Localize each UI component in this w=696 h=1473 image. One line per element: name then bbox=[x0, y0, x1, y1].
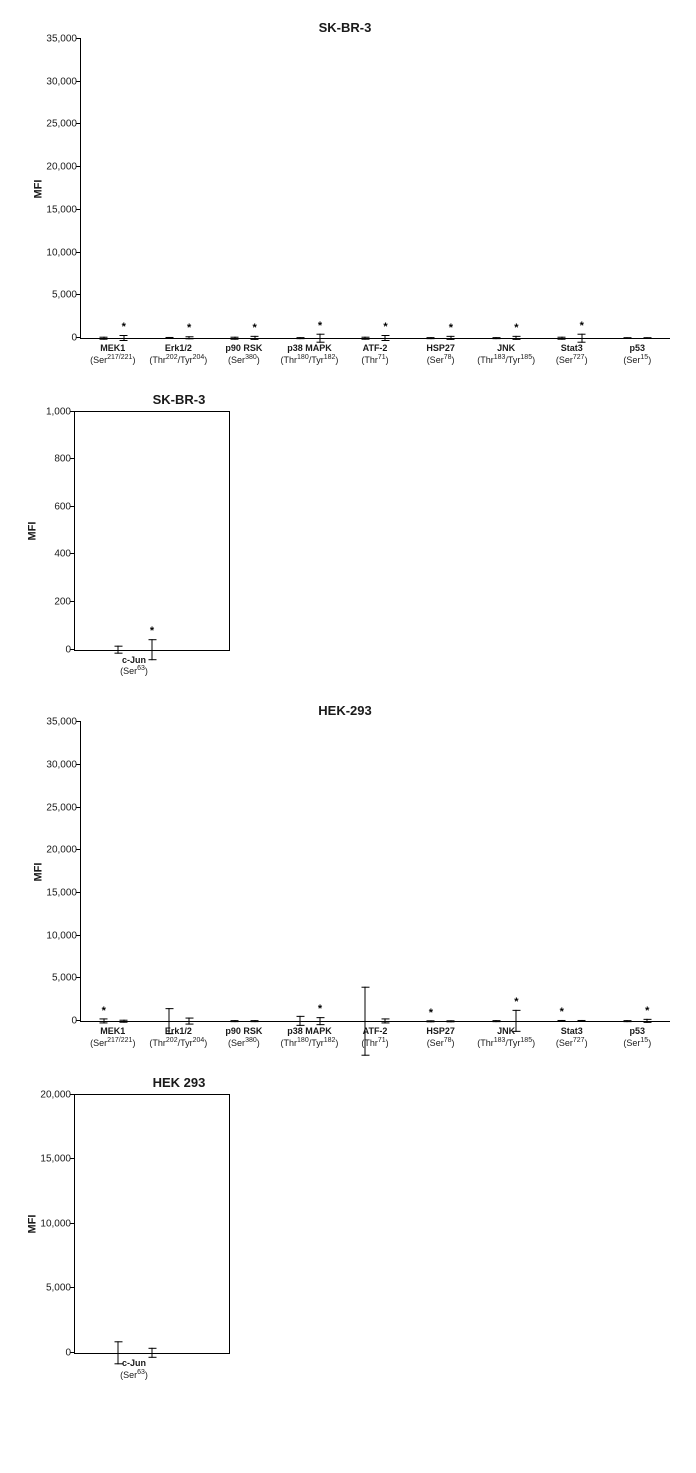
plot-area: MFI05,00010,00015,00020,000 bbox=[74, 1094, 230, 1354]
y-tick-label: 10,000 bbox=[46, 930, 77, 941]
x-tick-label: ATF-2(Thr71) bbox=[342, 1026, 408, 1049]
x-tick-label: MEK1(Ser217/221) bbox=[80, 1026, 146, 1049]
significance-star-icon: * bbox=[514, 322, 518, 334]
x-tick-label: Stat3(Ser727) bbox=[539, 343, 605, 366]
y-tick-label: 0 bbox=[71, 1016, 77, 1027]
significance-star-icon: * bbox=[580, 320, 584, 332]
y-axis-label: MFI bbox=[32, 179, 44, 198]
significance-star-icon: * bbox=[252, 322, 256, 334]
chart-skbr3_main: SK-BR-3MFI05,00010,00015,00020,00025,000… bbox=[20, 20, 676, 366]
y-axis-label: MFI bbox=[26, 521, 38, 540]
y-tick-label: 400 bbox=[54, 549, 71, 560]
y-tick-label: 15,000 bbox=[46, 204, 77, 215]
chart-title: HEK 293 bbox=[74, 1075, 284, 1090]
significance-star-icon: * bbox=[122, 321, 126, 333]
y-tick-label: 35,000 bbox=[46, 717, 77, 728]
x-tick-label: JNK(Thr183/Tyr185) bbox=[473, 343, 539, 366]
significance-star-icon: * bbox=[383, 321, 387, 333]
significance-star-icon: * bbox=[102, 1005, 106, 1017]
y-tick-label: 25,000 bbox=[46, 802, 77, 813]
x-tick-label: p90 RSK(Ser380) bbox=[211, 343, 277, 366]
chart-title: SK-BR-3 bbox=[20, 20, 670, 35]
chart-skbr3_cjun: SK-BR-3MFI02004006008001,000*c-Jun(Ser63… bbox=[20, 392, 676, 678]
y-axis-label: MFI bbox=[32, 862, 44, 881]
y-tick-label: 15,000 bbox=[40, 1154, 71, 1165]
significance-star-icon: * bbox=[318, 1003, 322, 1015]
y-tick-label: 800 bbox=[54, 454, 71, 465]
x-tick-label: ATF-2(Thr71) bbox=[342, 343, 408, 366]
x-tick-label: c-Jun(Ser63) bbox=[92, 1358, 176, 1381]
y-tick-label: 5,000 bbox=[52, 973, 77, 984]
x-tick-label: p38 MAPK(Thr180/Tyr182) bbox=[277, 343, 343, 366]
plot-area: MFI02004006008001,000* bbox=[74, 411, 230, 651]
plot-area: MFI05,00010,00015,00020,00025,00030,0003… bbox=[80, 722, 670, 1022]
x-tick-label: MEK1(Ser217/221) bbox=[80, 343, 146, 366]
y-tick-label: 0 bbox=[71, 333, 77, 344]
y-tick-label: 10,000 bbox=[46, 247, 77, 258]
y-tick-label: 30,000 bbox=[46, 759, 77, 770]
y-tick-label: 20,000 bbox=[46, 845, 77, 856]
y-tick-label: 600 bbox=[54, 501, 71, 512]
x-tick-label: HSP27(Ser78) bbox=[408, 1026, 474, 1049]
y-tick-label: 10,000 bbox=[40, 1218, 71, 1229]
y-tick-label: 0 bbox=[65, 644, 71, 655]
chart-title: SK-BR-3 bbox=[74, 392, 284, 407]
y-tick-label: 5,000 bbox=[46, 1283, 71, 1294]
y-tick-label: 25,000 bbox=[46, 119, 77, 130]
y-axis-label: MFI bbox=[26, 1214, 38, 1233]
significance-star-icon: * bbox=[560, 1006, 564, 1018]
significance-star-icon: * bbox=[449, 322, 453, 334]
significance-star-icon: * bbox=[645, 1005, 649, 1017]
chart-hek293_cjun: HEK 293MFI05,00010,00015,00020,000c-Jun(… bbox=[20, 1075, 676, 1381]
y-tick-label: 0 bbox=[65, 1347, 71, 1358]
y-tick-label: 20,000 bbox=[40, 1089, 71, 1100]
y-tick-label: 15,000 bbox=[46, 888, 77, 899]
significance-star-icon: * bbox=[318, 320, 322, 332]
x-tick-label: c-Jun(Ser63) bbox=[92, 655, 176, 678]
y-tick-label: 30,000 bbox=[46, 76, 77, 87]
significance-star-icon: * bbox=[429, 1007, 433, 1019]
x-tick-label: HSP27(Ser78) bbox=[408, 343, 474, 366]
chart-hek293_main: HEK-293MFI05,00010,00015,00020,00025,000… bbox=[20, 703, 676, 1049]
x-tick-label: p90 RSK(Ser380) bbox=[211, 1026, 277, 1049]
y-tick-label: 20,000 bbox=[46, 162, 77, 173]
chart-title: HEK-293 bbox=[20, 703, 670, 718]
significance-star-icon: * bbox=[150, 625, 154, 637]
x-tick-label: Erk1/2(Thr202/Tyr204) bbox=[146, 1026, 212, 1049]
significance-star-icon: * bbox=[187, 322, 191, 334]
x-tick-label: p53(Ser15) bbox=[605, 343, 671, 366]
y-tick-label: 200 bbox=[54, 597, 71, 608]
y-tick-label: 5,000 bbox=[52, 290, 77, 301]
x-tick-label: JNK(Thr183/Tyr185) bbox=[473, 1026, 539, 1049]
x-tick-label: p38 MAPK(Thr180/Tyr182) bbox=[277, 1026, 343, 1049]
x-tick-label: Erk1/2(Thr202/Tyr204) bbox=[146, 343, 212, 366]
y-tick-label: 35,000 bbox=[46, 34, 77, 45]
y-tick-label: 1,000 bbox=[46, 406, 71, 417]
x-tick-label: p53(Ser15) bbox=[605, 1026, 671, 1049]
x-tick-label: Stat3(Ser727) bbox=[539, 1026, 605, 1049]
significance-star-icon: * bbox=[514, 996, 518, 1008]
plot-area: MFI05,00010,00015,00020,00025,00030,0003… bbox=[80, 39, 670, 339]
